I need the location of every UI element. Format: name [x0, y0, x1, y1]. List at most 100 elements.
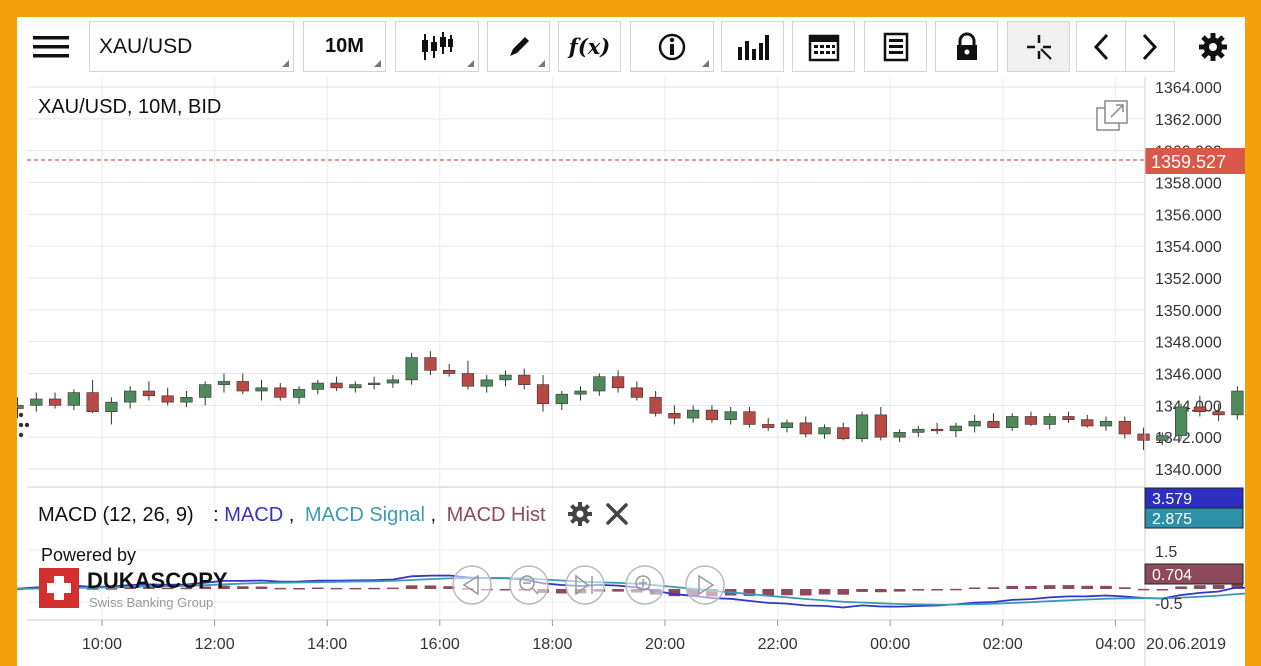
candle-body [142, 390, 156, 397]
time-tick-label: 02:00 [983, 636, 1023, 653]
macd-hist-bar [199, 586, 212, 589]
candle [161, 387, 174, 406]
toolbar: XAU/USD 10M f(x) [17, 17, 1245, 77]
indicators-button[interactable]: f(x) [558, 21, 621, 72]
info-button[interactable] [630, 21, 714, 72]
candle [311, 379, 324, 395]
candle [574, 386, 587, 401]
macd-hist-bar [950, 588, 962, 591]
macd-hist-bar [1231, 582, 1244, 589]
scroll-back-button[interactable] [1076, 21, 1126, 72]
macd-hist-bar [161, 587, 174, 590]
candle-body [180, 397, 193, 403]
macd-hist-bar [1100, 585, 1112, 589]
candle [837, 422, 850, 441]
drawing-tools-button[interactable] [487, 21, 550, 72]
candle [1137, 427, 1150, 450]
candle-body [912, 428, 925, 433]
calendar-button[interactable] [792, 21, 855, 72]
candle-body [799, 422, 812, 435]
candle [86, 379, 99, 414]
macd-hist-bar [1137, 588, 1150, 591]
time-tick-label: 18:00 [532, 636, 572, 653]
calendar-icon [808, 34, 839, 61]
timeframe-selector[interactable]: 10M [303, 21, 386, 72]
gear-icon [1199, 32, 1227, 61]
news-button[interactable] [864, 21, 927, 72]
macd-legend-title: MACD (12, 26, 9) [38, 504, 194, 526]
macd-hist-bar [349, 587, 362, 590]
macd-hist-bar [255, 586, 268, 589]
candle-body [199, 384, 212, 398]
candle-body [536, 384, 550, 405]
time-tick-label: 16:00 [420, 636, 460, 653]
candle-body [367, 382, 381, 385]
macd-hist-bar [368, 587, 380, 590]
macd-hist-bar [1062, 585, 1075, 589]
candle-body [762, 424, 775, 428]
macd-hist-bar [1175, 586, 1187, 589]
candle-body [17, 405, 24, 409]
crosshair-button[interactable] [1007, 21, 1070, 72]
scroll-right-button[interactable] [685, 565, 725, 605]
macd-settings-gear-icon[interactable] [568, 502, 592, 526]
macd-close-icon[interactable] [606, 503, 628, 525]
candle [743, 406, 756, 428]
candle [180, 391, 193, 407]
macd-hist-bar [218, 585, 230, 589]
candle [1231, 386, 1244, 420]
macd-hist-bar [405, 585, 418, 589]
lock-button[interactable] [935, 21, 998, 72]
candle [649, 391, 662, 417]
candle-body [405, 357, 418, 381]
scroll-forward-button[interactable] [1125, 21, 1175, 72]
macd-hist-tag [1144, 563, 1244, 585]
macd-hist-bar [762, 589, 775, 597]
macd-hist-bar [180, 587, 193, 590]
candle-body [724, 411, 737, 420]
macd-hist-bar [968, 587, 981, 589]
chart-type-button[interactable] [395, 21, 479, 72]
macd-hist-value: 0.704 [1152, 567, 1192, 584]
macd-hist-bar [612, 589, 624, 592]
price-tick-label: 1354.000 [1155, 239, 1222, 256]
candle [705, 405, 719, 423]
candle [687, 405, 700, 423]
candle-body [687, 409, 700, 419]
macd-legend-comma: , [289, 504, 295, 526]
price-tick-label: 1350.000 [1155, 303, 1222, 320]
scroll-left-button[interactable] [452, 565, 492, 605]
candle [1043, 413, 1056, 430]
candle-body [780, 422, 794, 428]
candle [1062, 411, 1075, 423]
settings-button[interactable] [1185, 21, 1241, 72]
candle [105, 397, 118, 425]
macd-legend: MACD (12, 26, 9) : MACD , MACD Signal , … [38, 504, 546, 526]
macd-hist-bar [330, 587, 343, 590]
function-icon: f(x) [568, 34, 611, 59]
macd-hist-bar [499, 588, 512, 591]
macd-hist-bar [912, 589, 925, 591]
macd-hist-bar [1194, 585, 1206, 589]
macd-hist-bar [874, 589, 887, 593]
candle-body [1081, 419, 1094, 427]
popout-icon[interactable] [1096, 100, 1129, 132]
volume-button[interactable] [721, 21, 784, 72]
macd-hist-bar [143, 586, 155, 589]
symbol-selector[interactable]: XAU/USD [89, 21, 294, 72]
macd-hist-bar [1025, 585, 1037, 589]
dropdown-corner-icon [702, 60, 709, 67]
macd-hist-bar [931, 589, 943, 591]
menu-button[interactable] [25, 21, 77, 72]
zoom-out-button[interactable] [509, 565, 549, 605]
reset-view-button[interactable] [565, 565, 605, 605]
candle-body [1174, 406, 1188, 436]
pane-drag-handle[interactable] [18, 412, 30, 438]
zoom-in-button[interactable] [625, 565, 665, 605]
candle [199, 381, 212, 406]
candle-body [855, 414, 869, 440]
candle-body [968, 420, 981, 427]
candle-body [630, 387, 643, 398]
macd-signal-value: 2.875 [1152, 511, 1192, 528]
candle [124, 386, 137, 409]
